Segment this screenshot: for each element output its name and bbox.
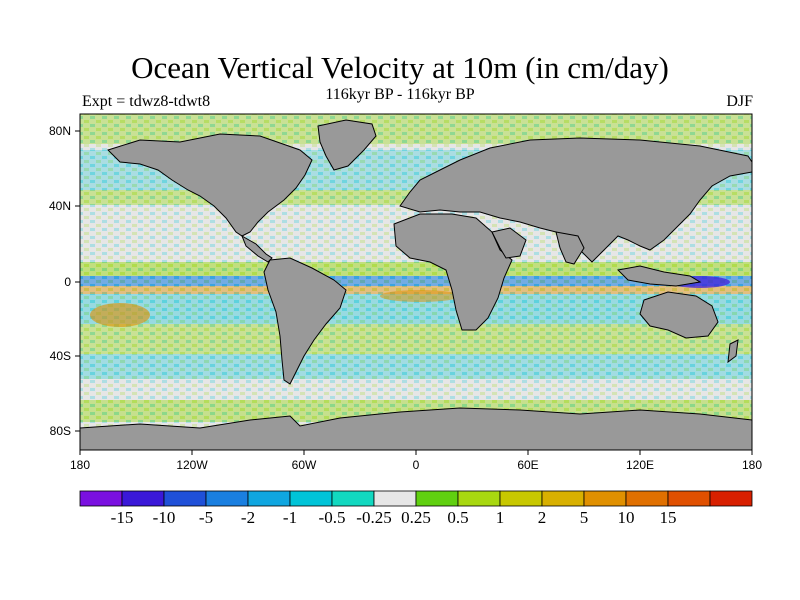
colorbar-box: [331, 490, 375, 507]
tick-marks: [75, 130, 753, 455]
colorbar-label: 0.25: [401, 508, 431, 527]
y-tick-label: 80N: [49, 124, 71, 138]
africa: [393, 213, 513, 331]
y-tick-label: 40N: [49, 199, 71, 213]
greenland: [317, 119, 377, 171]
colorbar-box: [247, 490, 291, 507]
x-axis-labels: 180 120W 60W 0 60E 120E 180: [70, 458, 762, 472]
north-america-landmass: [107, 133, 313, 237]
colorbar-label: -10: [153, 508, 176, 527]
x-tick-label: 0: [413, 458, 420, 472]
colorbar-label: 0.5: [447, 508, 468, 527]
colorbar-box: [667, 490, 711, 507]
colorbar-box: [415, 490, 459, 507]
south-pacific-warm-patch: [90, 303, 150, 327]
eurasia: [399, 137, 752, 263]
colorbar-box: [121, 490, 165, 507]
colorbar-box: [163, 490, 207, 507]
ocean-field: [80, 114, 752, 450]
antarctica: [80, 407, 752, 450]
chart-subtitle: 116kyr BP - 116kyr BP: [325, 86, 475, 103]
australia: [639, 291, 719, 339]
colorbar-label: -0.25: [356, 508, 391, 527]
arabian-peninsula: [491, 227, 527, 259]
colorbar-box: [373, 490, 417, 507]
colorbar-box: [709, 490, 753, 507]
colorbar-box: [289, 490, 333, 507]
x-tick-label: 60E: [517, 458, 538, 472]
chart-title: Ocean Vertical Velocity at 10m (in cm/da…: [131, 50, 669, 85]
colorbar-label: -2: [241, 508, 255, 527]
x-tick-label: 60W: [292, 458, 317, 472]
colorbar-label: -1: [283, 508, 297, 527]
x-tick-label: 120W: [176, 458, 208, 472]
colorbar-box: [583, 490, 627, 507]
x-tick-label: 180: [70, 458, 90, 472]
colorbar-box: [457, 490, 501, 507]
x-tick-label: 180: [742, 458, 762, 472]
maritime-continent: [616, 265, 702, 287]
y-tick-label: 40S: [50, 349, 71, 363]
south-america: [263, 257, 347, 385]
colorbar-box: [205, 490, 249, 507]
colorbar-box: [499, 490, 543, 507]
colorbar-label: -15: [111, 508, 134, 527]
new-zealand: [727, 339, 739, 364]
colorbar-box: [625, 490, 669, 507]
land: [80, 119, 752, 450]
atlantic-warm-patch: [380, 290, 460, 302]
colorbar-box: [541, 490, 585, 507]
y-tick-label: 0: [64, 275, 71, 289]
colorbar-label: 10: [618, 508, 635, 527]
colorbar-box: [79, 490, 123, 507]
colorbar-label: 1: [496, 508, 505, 527]
colorbar-label: 5: [580, 508, 589, 527]
colorbar-label: -5: [199, 508, 213, 527]
x-tick-label: 120E: [626, 458, 654, 472]
indian-subcontinent: [555, 231, 585, 265]
colorbar-labels: -15 -10 -5 -2 -1 -0.5 -0.25 0.25 0.5 1 2 5 10 15: [111, 508, 677, 527]
y-axis-labels: 80N 40N 0 40S 80S: [49, 124, 71, 438]
season-label: DJF: [726, 93, 753, 110]
experiment-label: Expt = tdwz8-tdwt8: [82, 93, 211, 110]
colorbar-boxes: [79, 490, 753, 507]
colorbar-label: 2: [538, 508, 547, 527]
colorbar-label: 15: [660, 508, 677, 527]
y-tick-label: 80S: [50, 424, 71, 438]
colorbar-label: -0.5: [319, 508, 346, 527]
